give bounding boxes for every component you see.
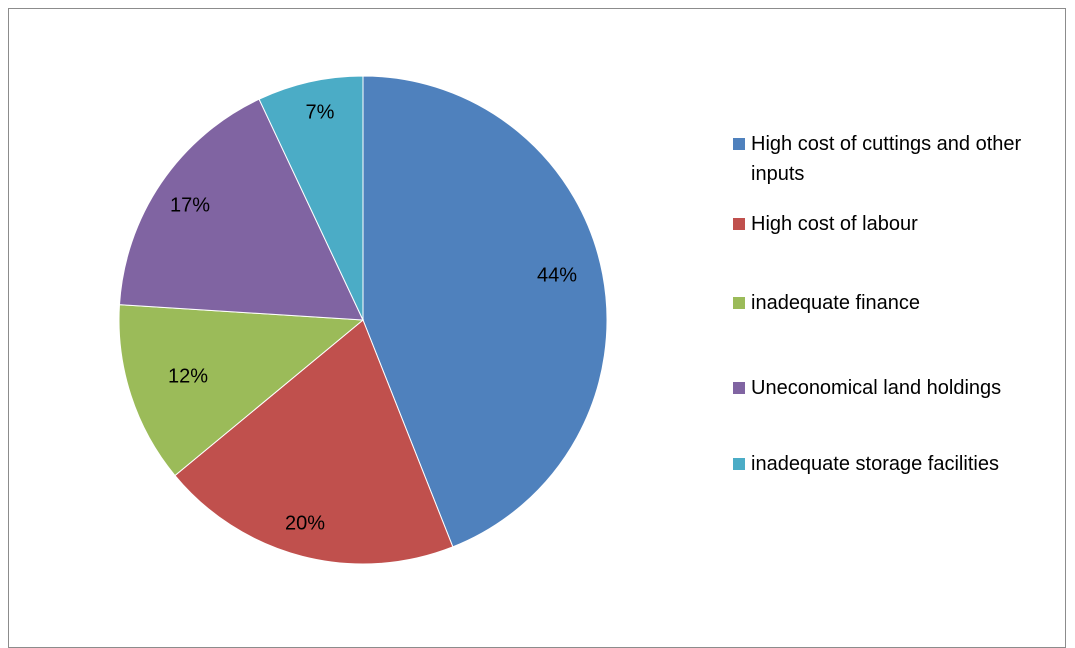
legend-item-storage: inadequate storage facilities bbox=[733, 449, 1061, 479]
slice-finance bbox=[118, 304, 365, 477]
slice-percent-label: 44% bbox=[537, 264, 577, 286]
legend-swatch bbox=[733, 138, 745, 150]
legend-label: High cost of cuttings and other inputs bbox=[751, 133, 1022, 185]
slice-percent-label: 17% bbox=[170, 194, 210, 216]
slice-storage bbox=[258, 75, 364, 321]
slice-land bbox=[118, 98, 364, 321]
legend-item-labour: High cost of labour bbox=[733, 209, 1061, 239]
legend-item-cuttings: High cost of cuttings and other inputs bbox=[733, 129, 1031, 189]
slice-percent-label: 12% bbox=[168, 365, 208, 387]
pie-slices bbox=[118, 75, 608, 565]
pie-labels: 44% 20% 12% 17% 7% bbox=[168, 101, 577, 534]
legend-swatch bbox=[733, 218, 745, 230]
slice-labour bbox=[174, 319, 454, 565]
legend-label: inadequate storage facilities bbox=[751, 453, 999, 475]
slice-percent-label: 20% bbox=[285, 512, 325, 534]
legend-item-land: Uneconomical land holdings bbox=[733, 373, 1061, 403]
slice-percent-label: 7% bbox=[306, 101, 335, 123]
legend-item-finance: inadequate finance bbox=[733, 288, 1061, 318]
legend-label: Uneconomical land holdings bbox=[751, 377, 1002, 399]
legend-swatch bbox=[733, 297, 745, 309]
legend-swatch bbox=[733, 458, 745, 470]
legend-label: inadequate finance bbox=[751, 292, 921, 314]
legend-label: High cost of labour bbox=[751, 213, 918, 235]
pie-chart: 44% 20% 12% 17% 7% bbox=[118, 75, 608, 565]
slice-cuttings bbox=[362, 75, 608, 548]
legend-swatch bbox=[733, 382, 745, 394]
